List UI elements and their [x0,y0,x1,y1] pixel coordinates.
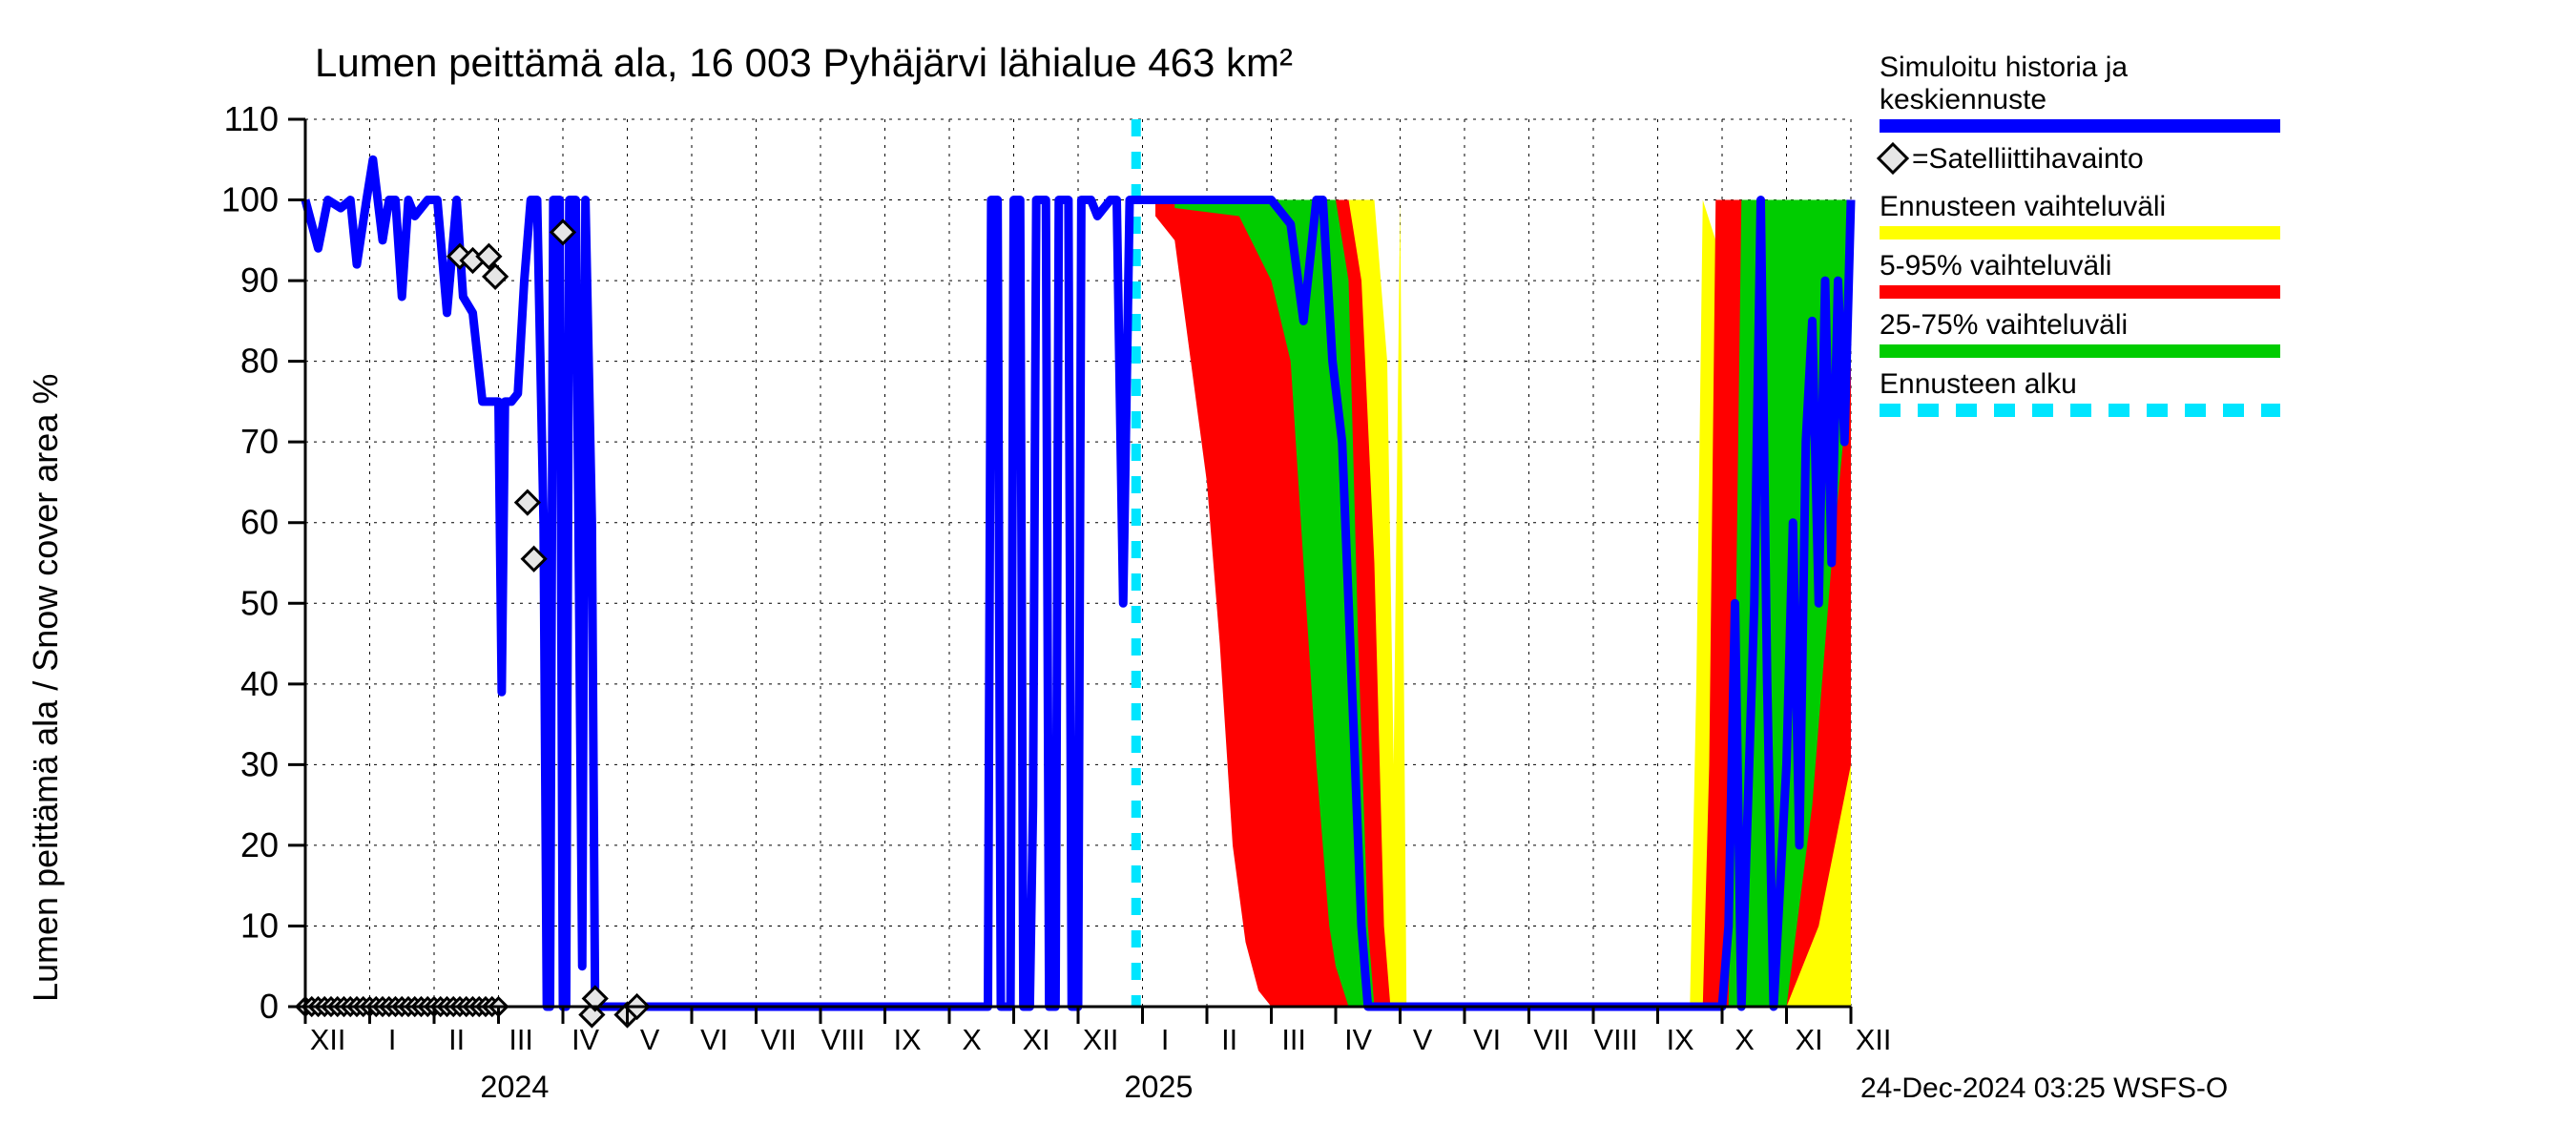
month-label: II [1221,1024,1237,1056]
y-tick-label: 50 [240,583,279,622]
legend-label: Ennusteen vaihteluväli [1880,191,2166,222]
month-label: III [509,1024,533,1056]
y-axis-label: Lumen peittämä ala / Snow cover area % [26,374,65,1002]
y-tick-label: 30 [240,744,279,783]
y-tick-label: 10 [240,906,279,945]
month-label: VI [700,1024,728,1056]
y-tick-label: 90 [240,260,279,300]
y-tick-label: 60 [240,503,279,542]
y-tick-label: 40 [240,664,279,703]
month-label: XII [310,1024,345,1056]
simulated-line [305,159,1851,1007]
year-label: 2024 [480,1070,549,1104]
y-tick-label: 110 [224,99,279,138]
y-tick-label: 100 [221,180,279,219]
y-tick-label: 80 [240,342,279,381]
month-label: XII [1856,1024,1891,1056]
month-label: IV [1344,1024,1372,1056]
chart-title: Lumen peittämä ala, 16 003 Pyhäjärvi läh… [315,40,1293,85]
y-tick-label: 20 [240,825,279,864]
legend-label: Simuloitu historia ja [1880,52,2128,83]
month-label: XII [1083,1024,1118,1056]
month-label: VIII [821,1024,865,1056]
month-label: XI [1796,1024,1823,1056]
month-label: V [640,1024,660,1056]
month-label: III [1281,1024,1306,1056]
month-label: VI [1473,1024,1501,1056]
year-label: 2025 [1124,1070,1193,1104]
month-label: X [1735,1024,1754,1056]
month-label: VII [1533,1024,1568,1056]
y-tick-label: 0 [260,987,279,1026]
legend-label: Ennusteen alku [1880,368,2077,400]
legend-label: 25-75% vaihteluväli [1880,309,2128,341]
diamond-icon [1879,144,1907,173]
diamond-icon [484,265,507,288]
month-label: VII [760,1024,796,1056]
month-label: IV [571,1024,599,1056]
legend-label: =Satelliittihavainto [1912,143,2144,175]
footer-text: 24-Dec-2024 03:25 WSFS-O [1860,1072,2228,1104]
month-label: XI [1023,1024,1050,1056]
legend-label: keskiennuste [1880,84,2046,115]
month-label: II [448,1024,465,1056]
legend: Simuloitu historia jakeskiennuste =Satell… [1879,52,2280,410]
month-label: X [962,1024,981,1056]
y-tick-label: 70 [240,422,279,461]
month-label: IX [894,1024,922,1056]
month-label: V [1413,1024,1433,1056]
chart-svg: 0102030405060708090100110XIIIIIIIIIVVVIV… [0,0,2576,1145]
chart-container: 0102030405060708090100110XIIIIIIIIIVVVIV… [0,0,2576,1145]
diamond-icon [516,491,539,514]
legend-label: 5-95% vaihteluväli [1880,250,2111,281]
month-label: IX [1667,1024,1694,1056]
month-label: I [1161,1024,1170,1056]
month-label: I [388,1024,397,1056]
month-label: VIII [1594,1024,1638,1056]
